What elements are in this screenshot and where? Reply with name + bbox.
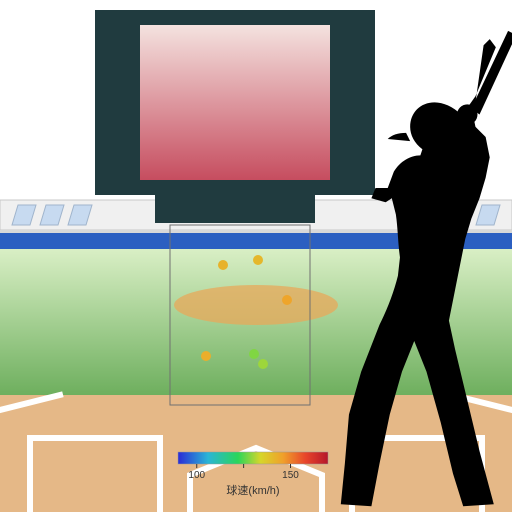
legend-title: 球速(km/h) [226, 483, 279, 497]
pitchers-mound [174, 285, 338, 325]
legend-tick-label: 100 [188, 470, 205, 481]
scoreboard-support [155, 195, 315, 223]
chart-svg: 100 150球速(km/h) [0, 0, 512, 512]
pitch-marker [253, 255, 263, 265]
legend-tick-label: 150 [282, 470, 299, 481]
scoreboard-screen [140, 25, 330, 180]
pitch-marker [218, 260, 228, 270]
pitch-marker [249, 349, 259, 359]
pitch-location-chart: 100 150球速(km/h) [0, 0, 512, 512]
pitch-marker [258, 359, 268, 369]
pitch-marker [282, 295, 292, 305]
pitch-marker [201, 351, 211, 361]
